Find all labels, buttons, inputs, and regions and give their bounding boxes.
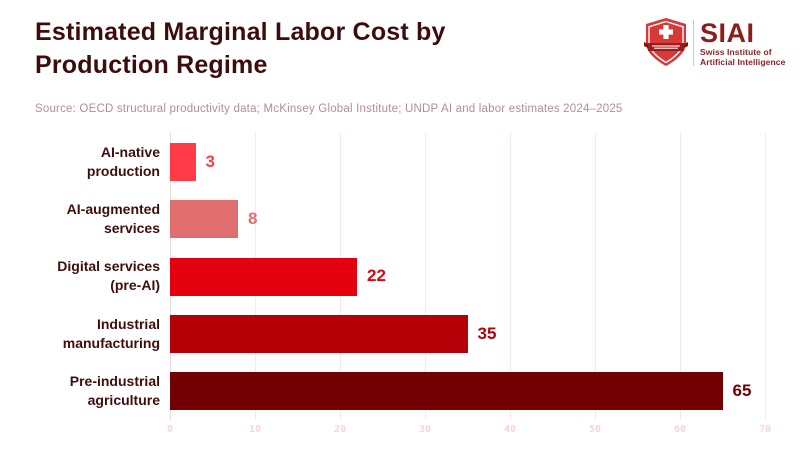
x-tick-label: 60 (673, 424, 687, 435)
category-label: AI-native production (86, 143, 160, 179)
x-tick-label: 10 (248, 424, 262, 435)
bar-value-label: 35 (477, 323, 497, 343)
gridline (765, 133, 766, 420)
bar (170, 142, 196, 181)
logo-name-line-2: Artificial Intelligence (700, 56, 786, 67)
title-line-1: Estimated Marginal Labor Cost by (35, 18, 446, 46)
gridline (425, 133, 426, 420)
title-line-2: Production Regime (35, 51, 268, 79)
bar-chart: AI-native production AI-augmented service… (0, 133, 800, 440)
x-axis: 0 10 20 30 40 50 60 70 (167, 420, 771, 440)
logo-text: SIAI Swiss Institute of Artificial Intel… (700, 17, 786, 67)
siai-logo: SIAI Swiss Institute of Artificial Intel… (642, 14, 792, 72)
x-tick-label: 40 (503, 424, 517, 435)
bar (170, 314, 468, 353)
x-tick-label: 0 (166, 424, 174, 435)
bar-value-label: 22 (367, 266, 386, 286)
logo-acronym: SIAI (700, 17, 755, 48)
bar-value-label: 3 (205, 151, 215, 171)
bar (170, 257, 357, 296)
swiss-shield-icon (644, 18, 688, 66)
gridline (510, 133, 511, 420)
category-label: AI-augmented services (66, 201, 160, 237)
logo-name-line-1: Swiss Institute of (700, 46, 772, 57)
category-label: Digital services (pre-AI) (57, 258, 160, 294)
plot-area: 3 8 22 35 65 (170, 133, 766, 420)
gridline (595, 133, 596, 420)
gridline (680, 133, 681, 420)
bar-value-label: 8 (248, 209, 258, 229)
category-label: Pre-industrial agriculture (69, 373, 160, 409)
bar-value-label: 65 (732, 381, 752, 401)
x-tick-label: 20 (333, 424, 347, 435)
x-tick-label: 30 (418, 424, 432, 435)
x-tick-label: 70 (758, 424, 772, 435)
bar (170, 200, 238, 239)
logo-divider (693, 20, 694, 66)
category-label: Industrial manufacturing (62, 315, 160, 351)
bar (170, 372, 723, 411)
page-title: Estimated Marginal Labor Cost by Product… (35, 16, 446, 82)
category-labels: AI-native production AI-augmented service… (30, 133, 160, 420)
source-attribution: Source: OECD structural productivity dat… (35, 103, 623, 115)
x-tick-label: 50 (588, 424, 602, 435)
